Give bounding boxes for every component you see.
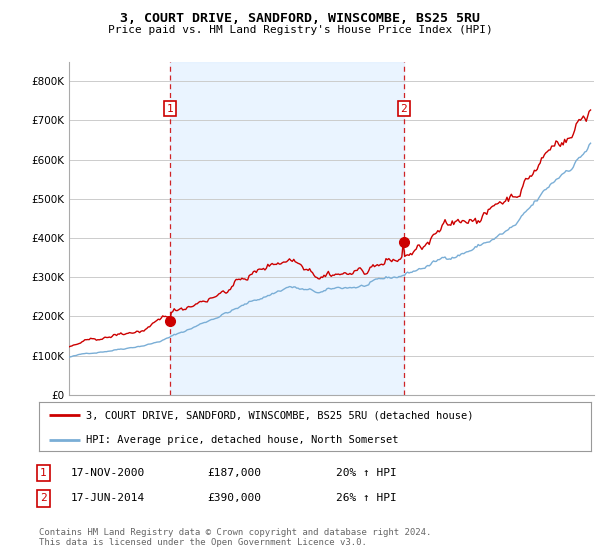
Bar (170, 62, 404, 395)
Text: Contains HM Land Registry data © Crown copyright and database right 2024.
This d: Contains HM Land Registry data © Crown c… (39, 528, 431, 547)
Text: 26% ↑ HPI: 26% ↑ HPI (336, 493, 397, 503)
Text: HPI: Average price, detached house, North Somerset: HPI: Average price, detached house, Nort… (86, 435, 398, 445)
Text: 17-NOV-2000: 17-NOV-2000 (71, 468, 145, 478)
Text: 3, COURT DRIVE, SANDFORD, WINSCOMBE, BS25 5RU (detached house): 3, COURT DRIVE, SANDFORD, WINSCOMBE, BS2… (86, 410, 473, 421)
Text: 2: 2 (401, 104, 407, 114)
Text: 3, COURT DRIVE, SANDFORD, WINSCOMBE, BS25 5RU: 3, COURT DRIVE, SANDFORD, WINSCOMBE, BS2… (120, 12, 480, 25)
Text: 17-JUN-2014: 17-JUN-2014 (71, 493, 145, 503)
Text: £187,000: £187,000 (207, 468, 261, 478)
Text: 1: 1 (40, 468, 47, 478)
Text: Price paid vs. HM Land Registry's House Price Index (HPI): Price paid vs. HM Land Registry's House … (107, 25, 493, 35)
Text: 1: 1 (167, 104, 173, 114)
Text: 2: 2 (40, 493, 47, 503)
Text: £390,000: £390,000 (207, 493, 261, 503)
Text: 20% ↑ HPI: 20% ↑ HPI (336, 468, 397, 478)
